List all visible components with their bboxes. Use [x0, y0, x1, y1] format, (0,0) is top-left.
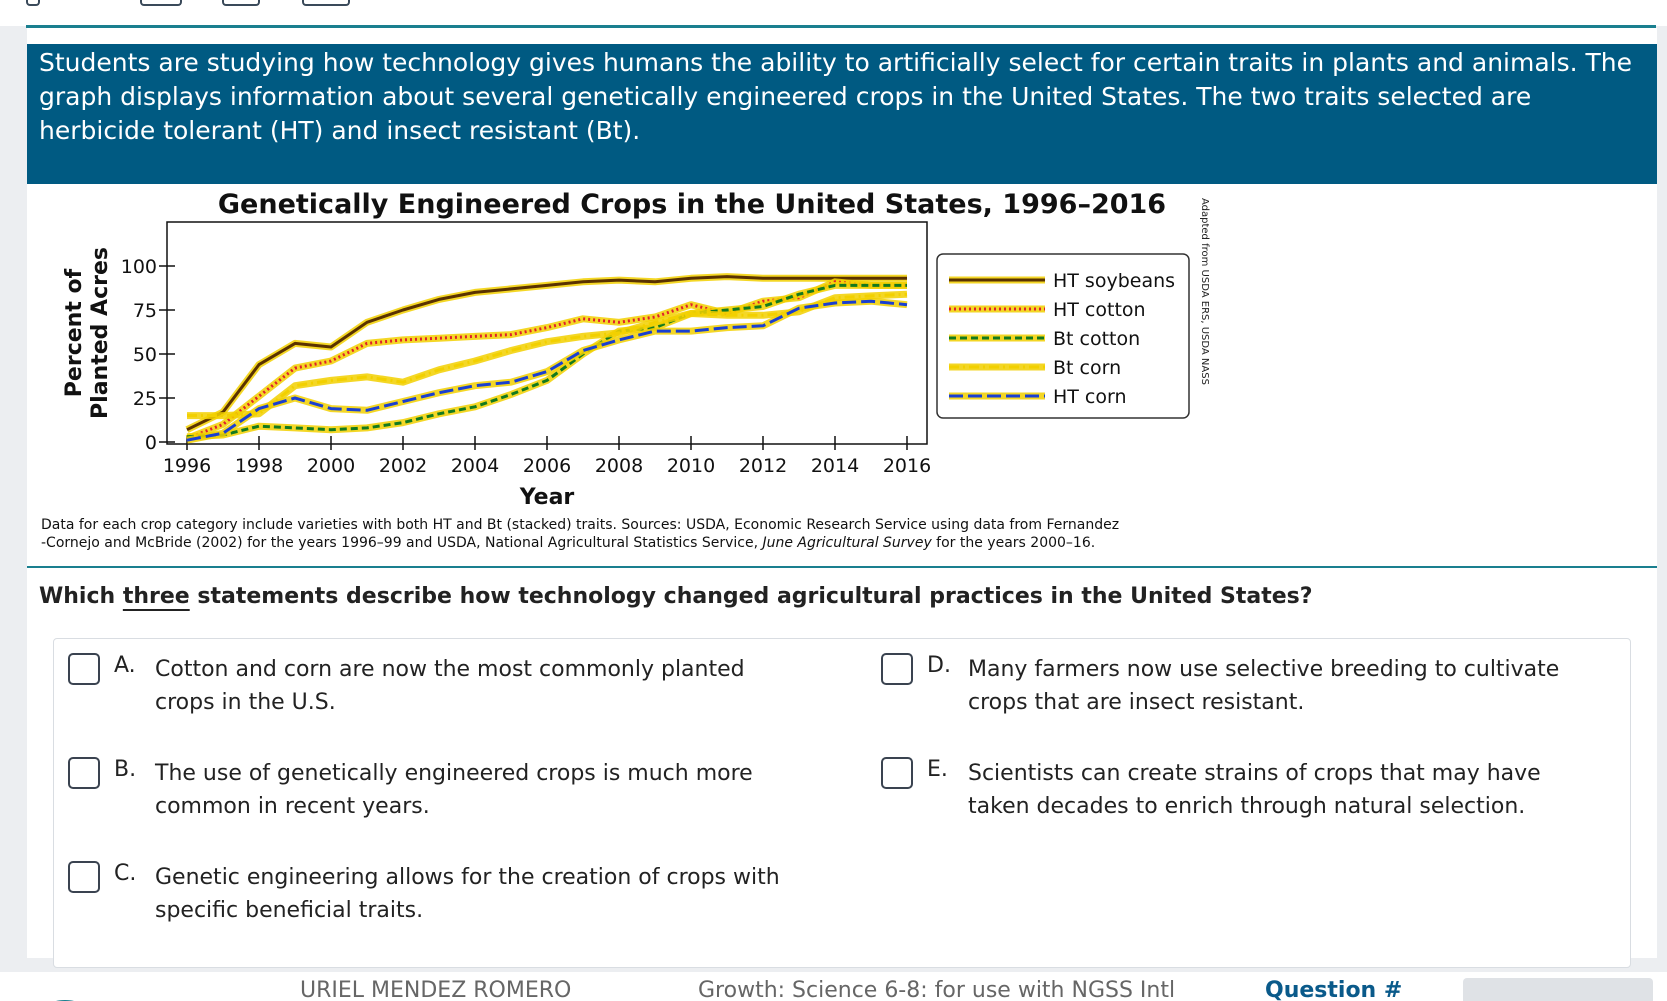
question-emphasis: three [122, 584, 190, 609]
intro-text: Students are studying how technology giv… [39, 48, 1633, 145]
legend-box [936, 253, 1190, 419]
legend-label: Bt corn [1053, 357, 1121, 379]
x-tick-label: 2016 [883, 455, 931, 477]
answer-options: A. Cotton and corn are now the most comm… [53, 638, 1631, 968]
option-letter: E. [927, 757, 948, 782]
x-tick-label: 2004 [451, 455, 499, 477]
chart-sources: Data for each crop category include vari… [41, 516, 1281, 552]
plot-area [166, 221, 928, 445]
sources-line-2-a: -Cornejo and McBride (2002) for the year… [41, 535, 763, 551]
toolbar-icon[interactable] [140, 0, 182, 6]
x-tick-label: 2010 [667, 455, 715, 477]
y-axis-label-line2: Planted Acres [88, 247, 113, 419]
x-tick-label: 2012 [739, 455, 787, 477]
option-text: Scientists can create strains of crops t… [968, 761, 1541, 819]
question-before: Which [39, 584, 123, 609]
y-tick-label: 100 [121, 256, 157, 278]
checkbox-a[interactable] [68, 653, 100, 685]
series-line [186, 299, 908, 442]
option-text: Many farmers now use selective breeding … [968, 657, 1560, 715]
question-after: statements describe how technology chang… [189, 584, 1313, 609]
course-name: Growth: Science 6-8: for use with NGSS I… [698, 978, 1176, 1001]
plot-frame [166, 221, 928, 445]
checkbox-c[interactable] [68, 861, 100, 893]
sources-line-1: Data for each crop category include vari… [41, 517, 1120, 533]
legend-label: HT soybeans [1053, 270, 1175, 292]
x-tick-label: 2008 [595, 455, 643, 477]
series-line [186, 275, 907, 432]
toolbar-icon[interactable] [222, 0, 260, 6]
sources-survey-name: June Agricultural Survey [762, 535, 932, 551]
chart-title: Genetically Engineered Crops in the Unit… [218, 189, 1166, 220]
toolbar-icon[interactable] [302, 0, 350, 6]
intro-banner: Students are studying how technology giv… [27, 44, 1657, 184]
option-letter: A. [114, 653, 136, 678]
legend-label: HT cotton [1053, 299, 1146, 321]
series-line [187, 292, 908, 418]
footer-bar: URIEL MENDEZ ROMERO Growth: Science 6-8:… [0, 972, 1667, 1001]
y-tick-label: 50 [133, 344, 157, 366]
checkbox-d[interactable] [881, 653, 913, 685]
option-text: Genetic engineering allows for the creat… [155, 865, 780, 923]
toolbar-divider [26, 25, 1656, 28]
option-text: The use of genetically engineered crops … [155, 761, 753, 819]
y-tick-label: 25 [133, 388, 157, 410]
option-letter: D. [927, 653, 951, 678]
line-chart: Genetically Engineered Crops in the Unit… [62, 189, 1210, 510]
option-text: Cotton and corn are now the most commonl… [155, 657, 745, 715]
sources-line-2: -Cornejo and McBride (2002) for the year… [41, 534, 1281, 552]
chart-figure: Genetically Engineered Crops in the Unit… [27, 188, 1657, 573]
toolbar-icon[interactable] [26, 0, 40, 6]
option-letter: B. [114, 757, 137, 782]
option-letter: C. [114, 861, 137, 886]
question-number-label: Question # [1265, 978, 1403, 1001]
checkbox-b[interactable] [68, 757, 100, 789]
y-tick-label: 75 [133, 300, 157, 322]
x-tick-label: 2002 [379, 455, 427, 477]
y-tick-label: 0 [145, 432, 157, 454]
y-axis: 0 25 50 75 100 [121, 256, 175, 454]
question-number-field[interactable] [1463, 978, 1653, 1001]
section-divider [27, 566, 1657, 568]
x-tick-label: 1998 [235, 455, 283, 477]
top-toolbar [0, 0, 1667, 28]
legend-label: HT corn [1053, 386, 1127, 408]
x-tick-label: 2014 [811, 455, 859, 477]
source-side-note: Adapted from USDA ERS, USDA NASS [1199, 198, 1210, 385]
question-prompt: Which three statements describe how tech… [39, 584, 1313, 609]
x-axis: 1996 1998 2000 2002 2004 2006 2008 2010 2012 2014… [163, 436, 931, 477]
sources-line-2-b: for the years 2000–16. [931, 535, 1096, 551]
x-axis-label: Year [519, 485, 575, 510]
legend: HT soybeans HT cotton Bt cotton Bt corn HT c… [936, 253, 1190, 419]
question-card: Students are studying how technology giv… [27, 28, 1657, 968]
student-name: URIEL MENDEZ ROMERO [300, 978, 572, 1001]
x-tick-label: 2006 [523, 455, 571, 477]
series-line [186, 283, 907, 439]
legend-label: Bt cotton [1053, 328, 1140, 350]
x-tick-label: 2000 [307, 455, 355, 477]
checkbox-e[interactable] [881, 757, 913, 789]
y-axis-label-line1: Percent of [62, 268, 87, 397]
series-group [185, 273, 908, 444]
legend-items: HT soybeans HT cotton Bt cotton Bt corn HT c… [949, 270, 1175, 408]
x-tick-label: 1996 [163, 455, 211, 477]
